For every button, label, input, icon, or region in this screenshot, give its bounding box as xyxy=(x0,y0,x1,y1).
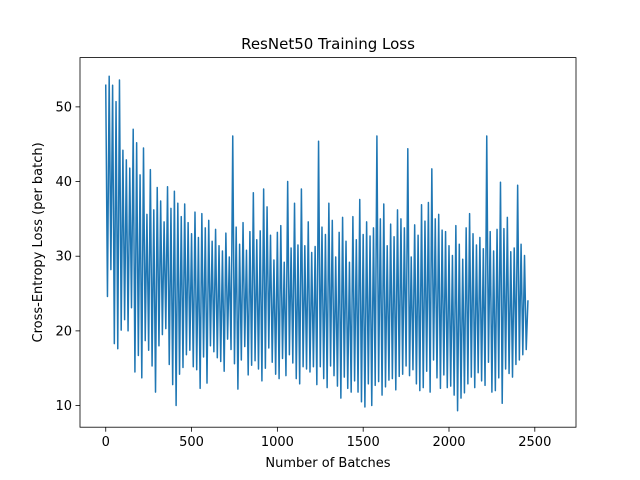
x-ticks: 0 500 1000 1500 2000 2500 xyxy=(102,427,551,450)
y-ticks: 10 20 30 40 50 xyxy=(55,100,80,414)
x-tick-label: 1500 xyxy=(347,435,380,450)
x-tick-label: 500 xyxy=(179,435,204,450)
y-tick-label: 50 xyxy=(55,100,72,115)
x-tick-label: 0 xyxy=(102,435,110,450)
axes-layer xyxy=(79,57,577,428)
x-tick-label: 1000 xyxy=(261,435,294,450)
plot-frame xyxy=(79,57,577,428)
y-tick-label: 30 xyxy=(55,250,72,265)
x-tick-label: 2500 xyxy=(518,435,551,450)
y-tick-label: 10 xyxy=(55,399,72,414)
series-line-0 xyxy=(104,75,529,412)
y-axis-label: Cross-Entropy Loss (per batch) xyxy=(31,142,46,342)
series-layer xyxy=(104,75,529,412)
y-tick-label: 20 xyxy=(55,324,72,339)
y-tick-label: 40 xyxy=(55,175,72,190)
x-axis-label: Number of Batches xyxy=(265,456,390,471)
x-tick-label: 2000 xyxy=(432,435,465,450)
chart-title: ResNet50 Training Loss xyxy=(241,35,415,53)
